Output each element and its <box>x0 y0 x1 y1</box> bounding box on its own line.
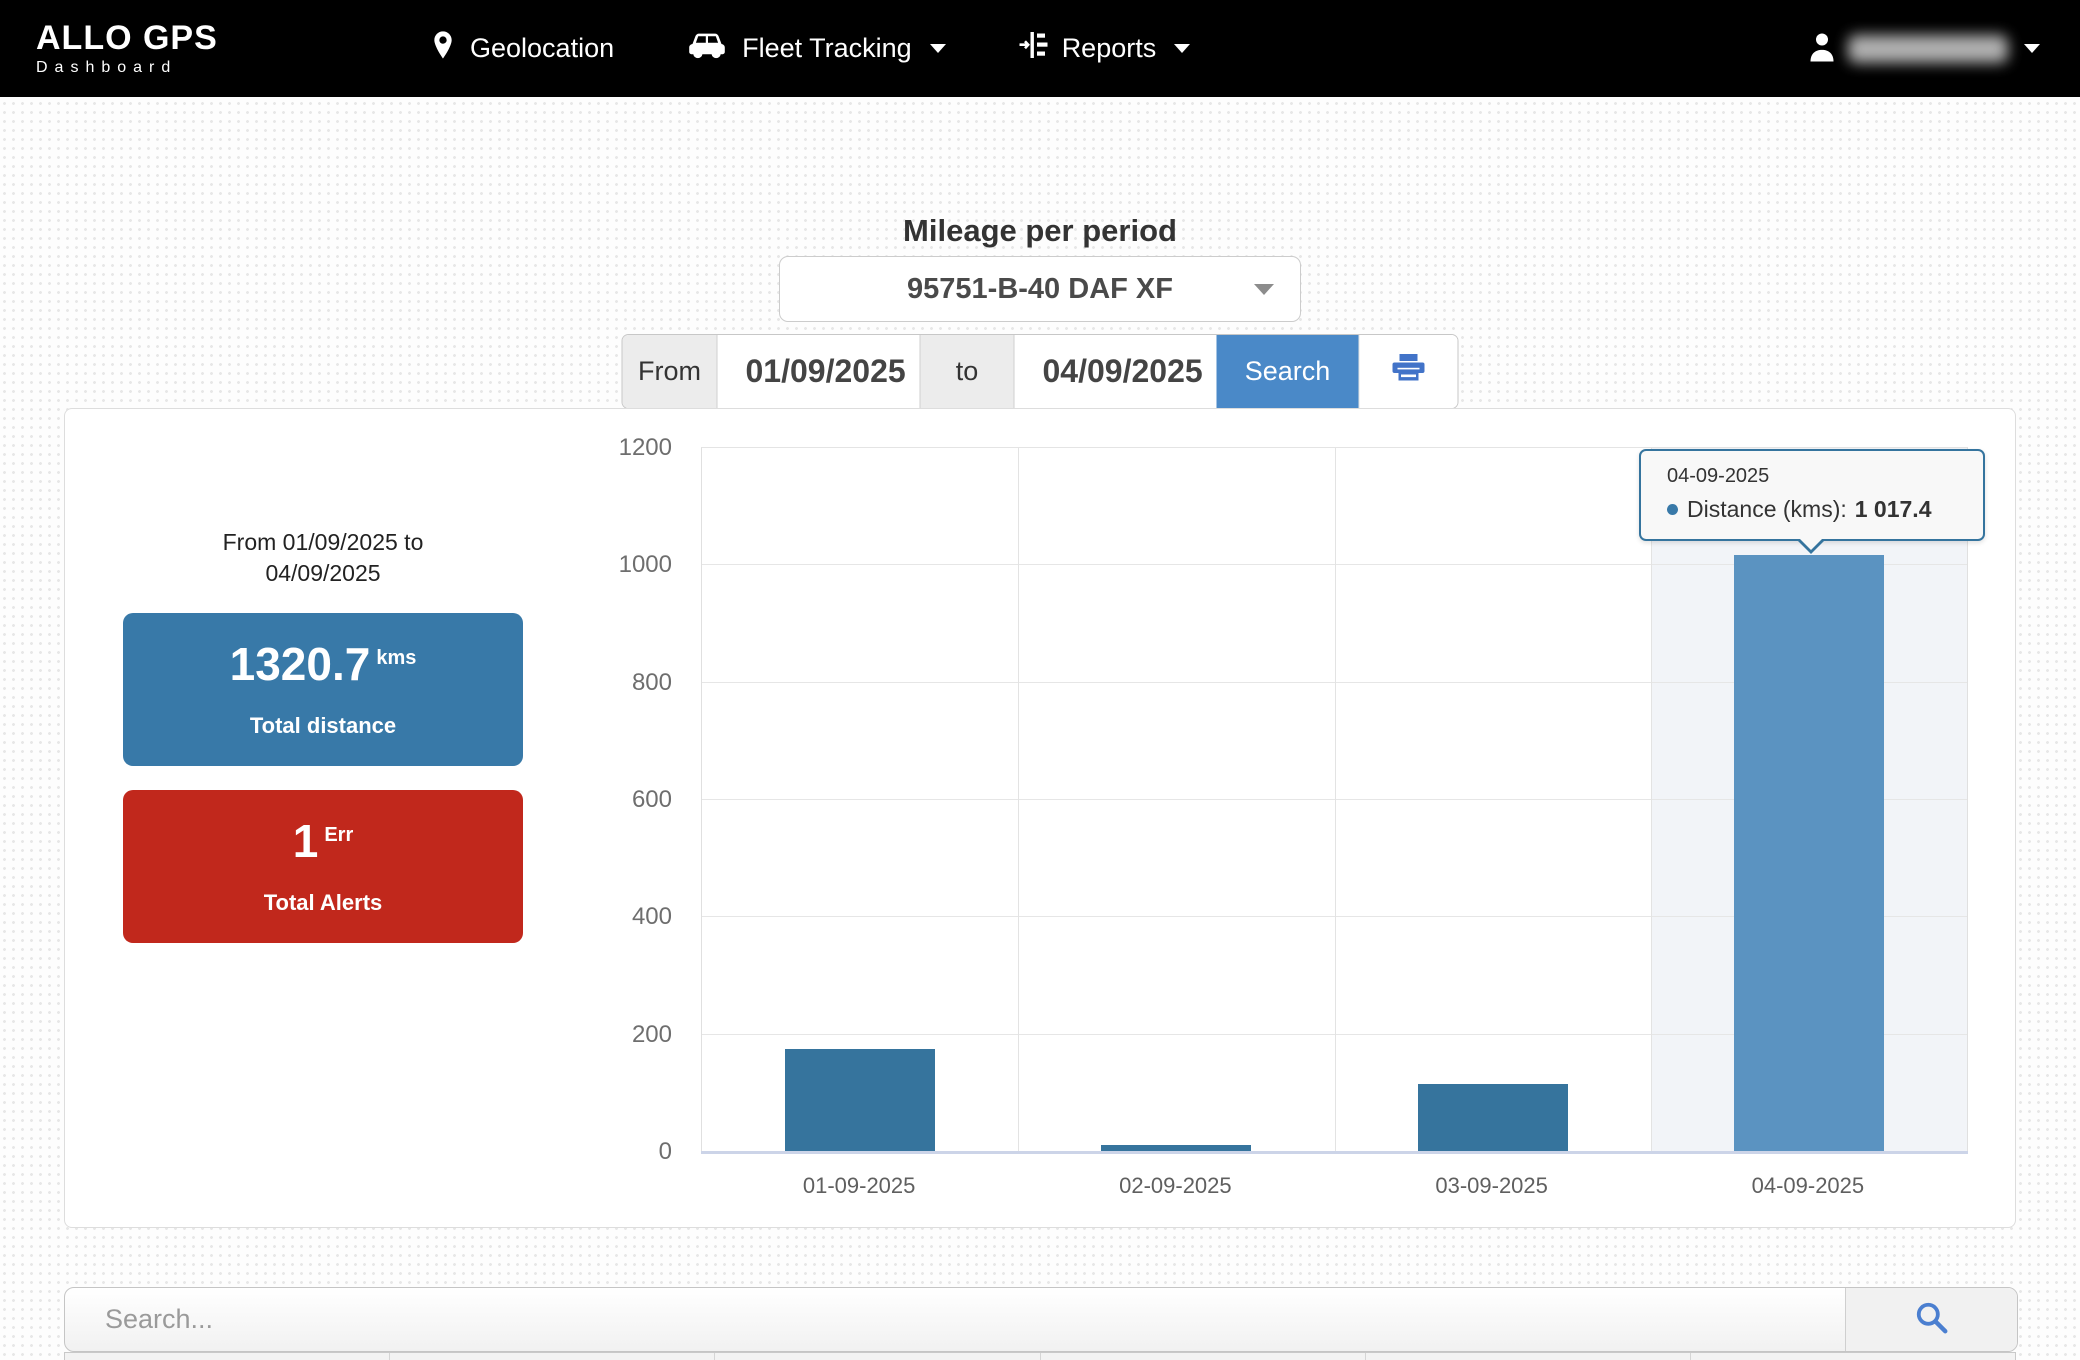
table-cell <box>390 1353 716 1360</box>
vehicle-select-value: 95751-B-40 DAF XF <box>907 272 1173 305</box>
brand-subtitle: Dashboard <box>36 59 178 76</box>
nav-item-fleet-tracking[interactable]: Fleet Tracking <box>686 31 946 66</box>
date-to-input[interactable] <box>1014 335 1217 408</box>
y-axis-tick: 800 <box>631 668 672 696</box>
chevron-down-icon <box>1174 44 1191 53</box>
print-button[interactable] <box>1358 335 1458 408</box>
table-cell <box>1691 1353 2015 1360</box>
total-distance-label: Total distance <box>249 712 397 738</box>
x-axis-label: 04-09-2025 <box>1751 1173 1865 1198</box>
chart-tooltip: 04-09-2025 Distance (kms): 1 017.4 <box>1639 449 1985 555</box>
table-cell <box>1366 1353 1691 1360</box>
alerts-unit: Err <box>324 823 354 846</box>
from-label: From <box>622 335 718 408</box>
table-cell <box>715 1353 1041 1360</box>
y-axis-tick: 1000 <box>618 551 672 579</box>
chevron-down-icon <box>929 44 946 53</box>
car-icon <box>686 31 728 66</box>
y-axis-tick: 400 <box>631 903 672 931</box>
y-axis-tick: 0 <box>658 1138 672 1165</box>
y-axis-tick: 1200 <box>618 434 672 461</box>
table-cell <box>65 1353 391 1360</box>
total-distance-value: 1320.7 kms <box>229 637 417 690</box>
report-list-icon <box>1018 29 1048 68</box>
location-pin-icon <box>430 30 456 68</box>
nav-label: Geolocation <box>470 33 615 63</box>
tooltip-value: 1 017.4 <box>1854 496 1932 523</box>
x-axis-baseline <box>701 1151 1968 1154</box>
page-title: Mileage per period <box>903 212 1177 248</box>
total-alerts-value: 1 Err <box>292 814 354 867</box>
chart-x-axis: 01-09-2025 02-09-2025 03-09-2025 04-09-2025 <box>701 1173 1966 1199</box>
period-text: From 01/09/2025 to 04/09/2025 <box>222 529 424 586</box>
mileage-chart-card: From 01/09/2025 to 04/09/2025 1320.7 kms … <box>64 408 2016 1228</box>
x-axis-label: 03-09-2025 <box>1435 1173 1548 1198</box>
bar-03-09-2025[interactable] <box>1417 1084 1568 1152</box>
search-submit-button[interactable] <box>1845 1288 2017 1351</box>
brand-logo[interactable]: ALLO GPS Dashboard <box>36 21 218 76</box>
search-input[interactable] <box>65 1288 1845 1351</box>
chevron-down-icon <box>2024 44 2040 53</box>
nav-label: Fleet Tracking <box>742 33 912 63</box>
series-dot-icon <box>1667 504 1678 516</box>
v-gridline <box>1650 448 1652 1152</box>
table-header-peek <box>64 1352 2016 1360</box>
search-button[interactable]: Search <box>1216 335 1359 408</box>
main-nav: Geolocation Fleet Tracking <box>430 29 1191 68</box>
y-axis-tick: 600 <box>631 786 672 813</box>
tooltip-series-line: Distance (kms): 1 017.4 <box>1667 496 1983 523</box>
v-gridline <box>1334 448 1336 1152</box>
bottom-search-bar <box>64 1287 2018 1352</box>
total-distance-box: 1320.7 kms Total distance <box>123 613 523 766</box>
chevron-down-icon <box>1254 283 1274 295</box>
table-cell <box>1041 1353 1366 1360</box>
date-range-bar: From to Search <box>621 334 1459 409</box>
nav-item-geolocation[interactable]: Geolocation <box>430 30 614 68</box>
distance-unit: kms <box>376 646 417 669</box>
total-alerts-box: 1 Err Total Alerts <box>123 790 523 943</box>
date-from-input[interactable] <box>717 335 920 408</box>
tooltip-series-label: Distance (kms): <box>1687 496 1847 523</box>
total-alerts-label: Total Alerts <box>263 889 383 915</box>
bar-02-09-2025[interactable] <box>1101 1144 1252 1152</box>
brand-name: ALLO GPS <box>36 19 218 57</box>
x-axis-label: 02-09-2025 <box>1119 1173 1232 1198</box>
nav-item-reports[interactable]: Reports <box>1018 29 1191 68</box>
chart-plot: 04-09-2025 Distance (kms): 1 017.4 0 200 4… <box>619 434 1985 1165</box>
bar-01-09-2025[interactable] <box>785 1048 936 1152</box>
vehicle-select[interactable]: 95751-B-40 DAF XF <box>779 256 1301 322</box>
to-label: to <box>919 335 1015 408</box>
user-name-blurred <box>1848 34 2008 63</box>
x-axis-label: 01-09-2025 <box>802 1173 916 1198</box>
printer-icon <box>1390 352 1428 391</box>
nav-label: Reports <box>1061 33 1157 63</box>
top-navbar: ALLO GPS Dashboard Geolocation Fleet Tr <box>0 0 2080 97</box>
tooltip-date: 04-09-2025 <box>1667 465 1770 488</box>
magnifier-icon <box>1914 1300 1950 1339</box>
y-axis-tick: 200 <box>631 1020 672 1048</box>
person-icon <box>1808 31 1836 67</box>
summary-panel: From 01/09/2025 to 04/09/2025 1320.7 kms … <box>123 527 523 943</box>
bar-04-09-2025[interactable] <box>1733 555 1884 1152</box>
v-gridline <box>1018 448 1020 1152</box>
user-menu[interactable] <box>1808 31 2040 67</box>
